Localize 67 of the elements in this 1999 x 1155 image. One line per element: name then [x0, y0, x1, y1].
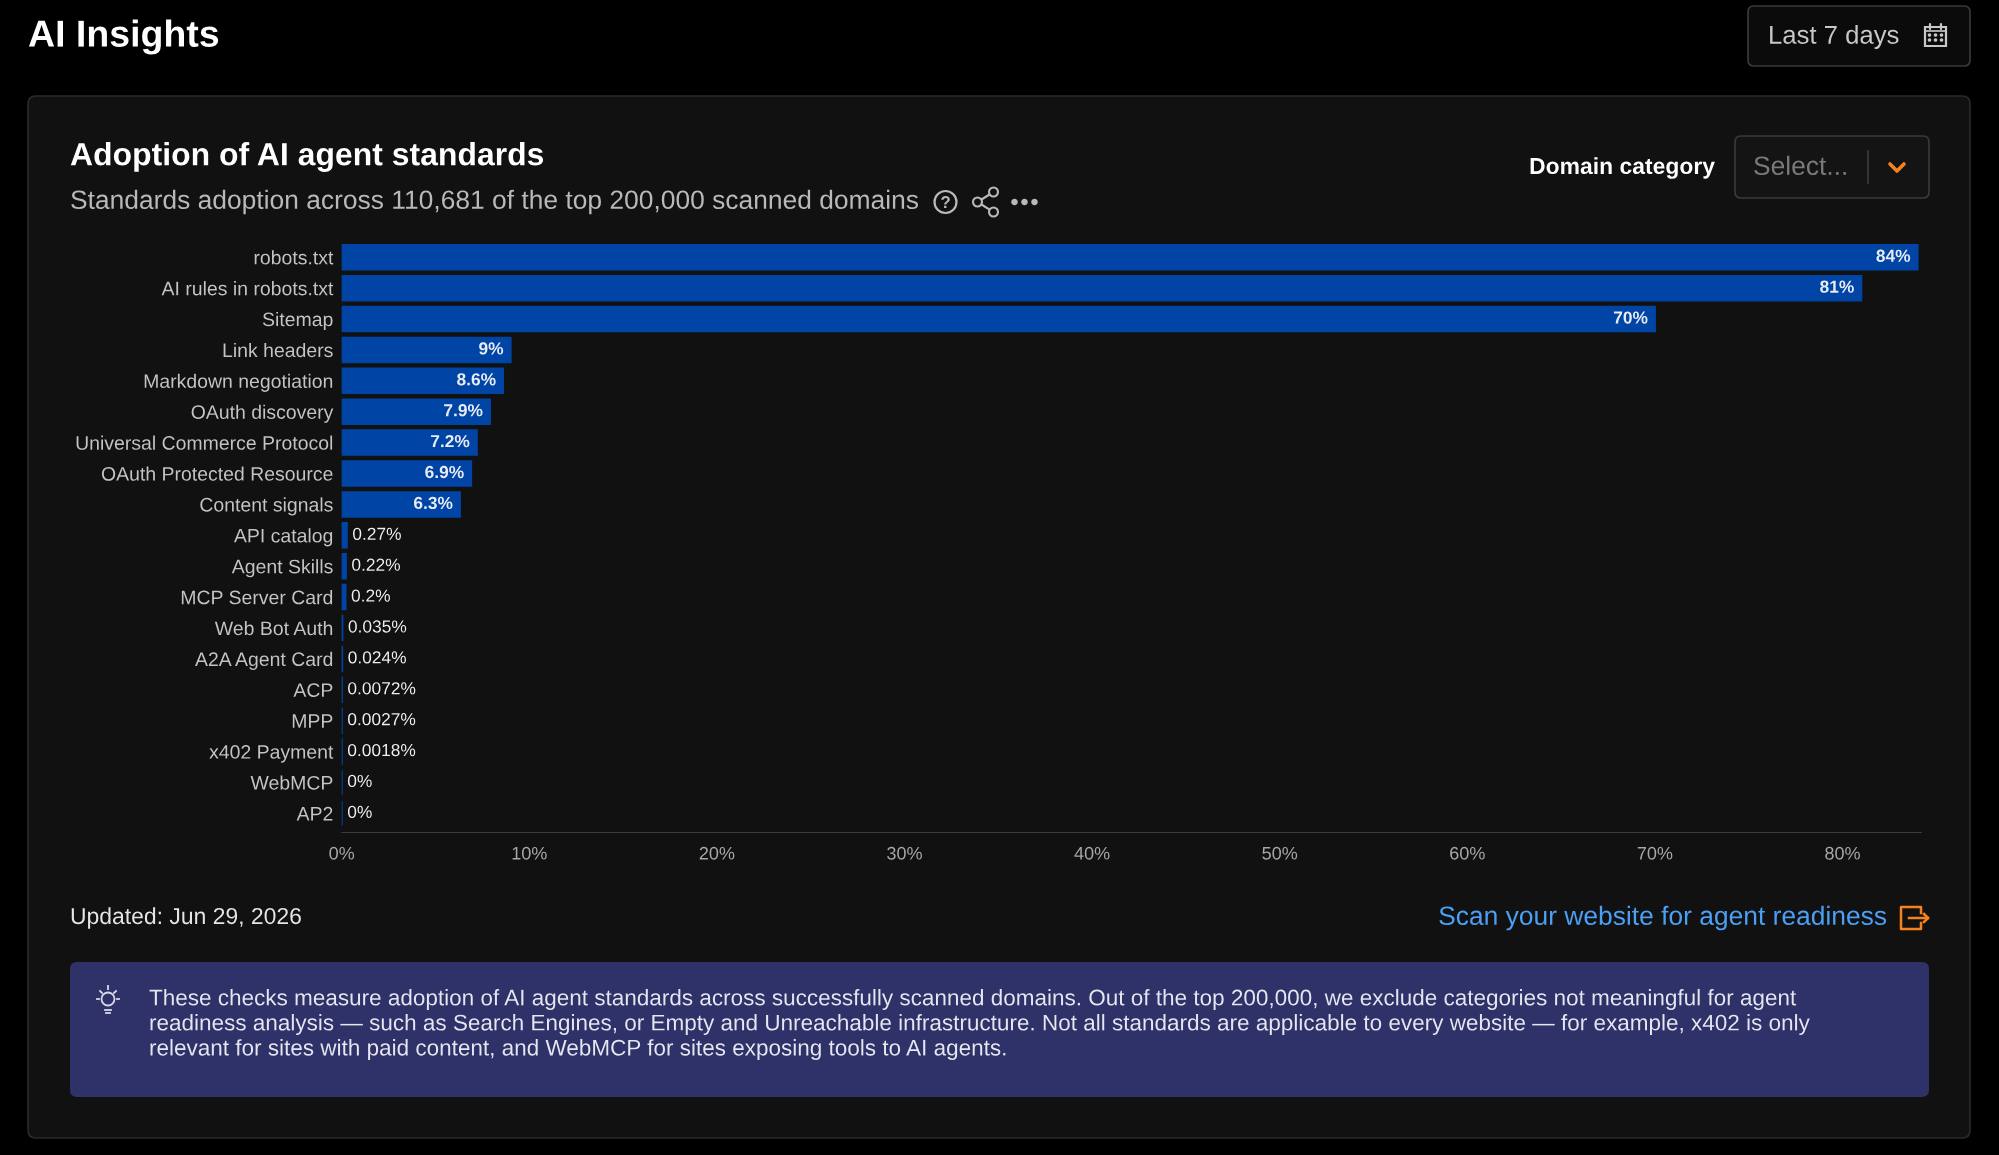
y-tick-label: A2A Agent Card	[195, 651, 333, 670]
bar	[341, 552, 347, 580]
data-label: 0.22%	[352, 558, 400, 571]
x-tick-label: 20%	[699, 846, 735, 860]
bar	[341, 244, 1919, 271]
x-tick-label: 70%	[1637, 846, 1673, 860]
x-tick-label: 30%	[887, 846, 922, 860]
data-label: 8.6%	[457, 373, 496, 386]
x-tick-label: 60%	[1450, 846, 1485, 860]
y-tick-label: Web Bot Auth	[214, 620, 333, 636]
y-tick-label: ACP	[293, 683, 333, 698]
y-tick-label: Content signals	[200, 497, 333, 516]
text: AI Insights	[28, 19, 219, 55]
y-tick-label: WebMCP	[250, 775, 333, 790]
x-tick-label: 40%	[1074, 846, 1110, 860]
bar	[341, 274, 1863, 302]
data-label: 0.0072%	[348, 682, 416, 695]
text: These checks measure adoption of AI agent standards across successfully scanned domains. Out of the top 200,000, we exclude categories not meaningful for agent readiness analysis — such as Search Engines, or Empty and Unreachable infrastructure. Not all standards are applicable to every website — for example, x402 is only relevant for sites with paid content, and WebMCP for sites exposing tools to AI agents.	[149, 989, 1810, 1061]
data-label: 0.0018%	[347, 743, 416, 757]
bar	[341, 429, 478, 456]
y-tick-label: Markdown negotiation	[144, 373, 333, 392]
y-tick-label: API catalog	[233, 528, 333, 547]
text: Scan your website for agent readiness	[1439, 905, 1887, 931]
data-label: 0.2%	[351, 589, 390, 602]
data-label: 0%	[347, 774, 372, 788]
chart-subtitle: Standards adoption across 110,681 of the top 200,000 scanned domains	[71, 189, 919, 215]
y-tick-label: robots.txt	[254, 250, 334, 265]
text: Domain category	[1530, 157, 1715, 179]
bar	[341, 491, 461, 518]
bar	[341, 522, 348, 549]
data-label: 84%	[1876, 249, 1911, 262]
y-tick-label: MPP	[292, 714, 333, 728]
x-tick-label: 0%	[329, 846, 355, 860]
y-tick-label: Sitemap	[262, 311, 333, 331]
data-label: 0.27%	[353, 527, 401, 540]
data-label: 7.9%	[444, 404, 483, 417]
text: Updated: Jun 29, 2026	[71, 907, 301, 929]
data-label: 0%	[347, 805, 372, 819]
y-tick-label: x402 Payment	[209, 745, 334, 763]
x-tick-label: 80%	[1825, 846, 1860, 860]
bar	[341, 305, 1656, 333]
data-label: 9%	[479, 342, 504, 355]
bar	[341, 367, 505, 395]
text: Select...	[1754, 155, 1846, 176]
y-tick-label: AI rules in robots.txt	[161, 281, 334, 296]
data-label: 7.2%	[431, 434, 470, 448]
y-tick-label: AP2	[296, 806, 333, 821]
y-tick-label: OAuth Protected Resource	[101, 466, 333, 481]
data-label: 81%	[1820, 280, 1854, 293]
text: Last 7 days	[1770, 25, 1899, 49]
data-label: 70%	[1613, 311, 1648, 324]
bar	[341, 398, 491, 425]
x-tick-label: 50%	[1262, 846, 1298, 860]
bar	[341, 336, 512, 364]
x-tick-label: 10%	[512, 846, 547, 860]
y-tick-label: Universal Commerce Protocol	[76, 435, 333, 450]
data-label: 0.024%	[348, 651, 406, 664]
data-label: 0.035%	[348, 620, 407, 633]
chart-title: Adoption of AI agent standards	[70, 142, 544, 172]
data-label: 0.0027%	[347, 713, 416, 726]
y-tick-label: Link headers	[223, 342, 333, 358]
bar	[341, 460, 473, 487]
y-tick-label: OAuth discovery	[191, 404, 334, 423]
data-label: 6.3%	[414, 496, 453, 510]
data-label: 6.9%	[425, 465, 464, 479]
y-tick-label: Agent Skills	[231, 559, 333, 578]
y-tick-label: MCP Server Card	[181, 590, 333, 605]
